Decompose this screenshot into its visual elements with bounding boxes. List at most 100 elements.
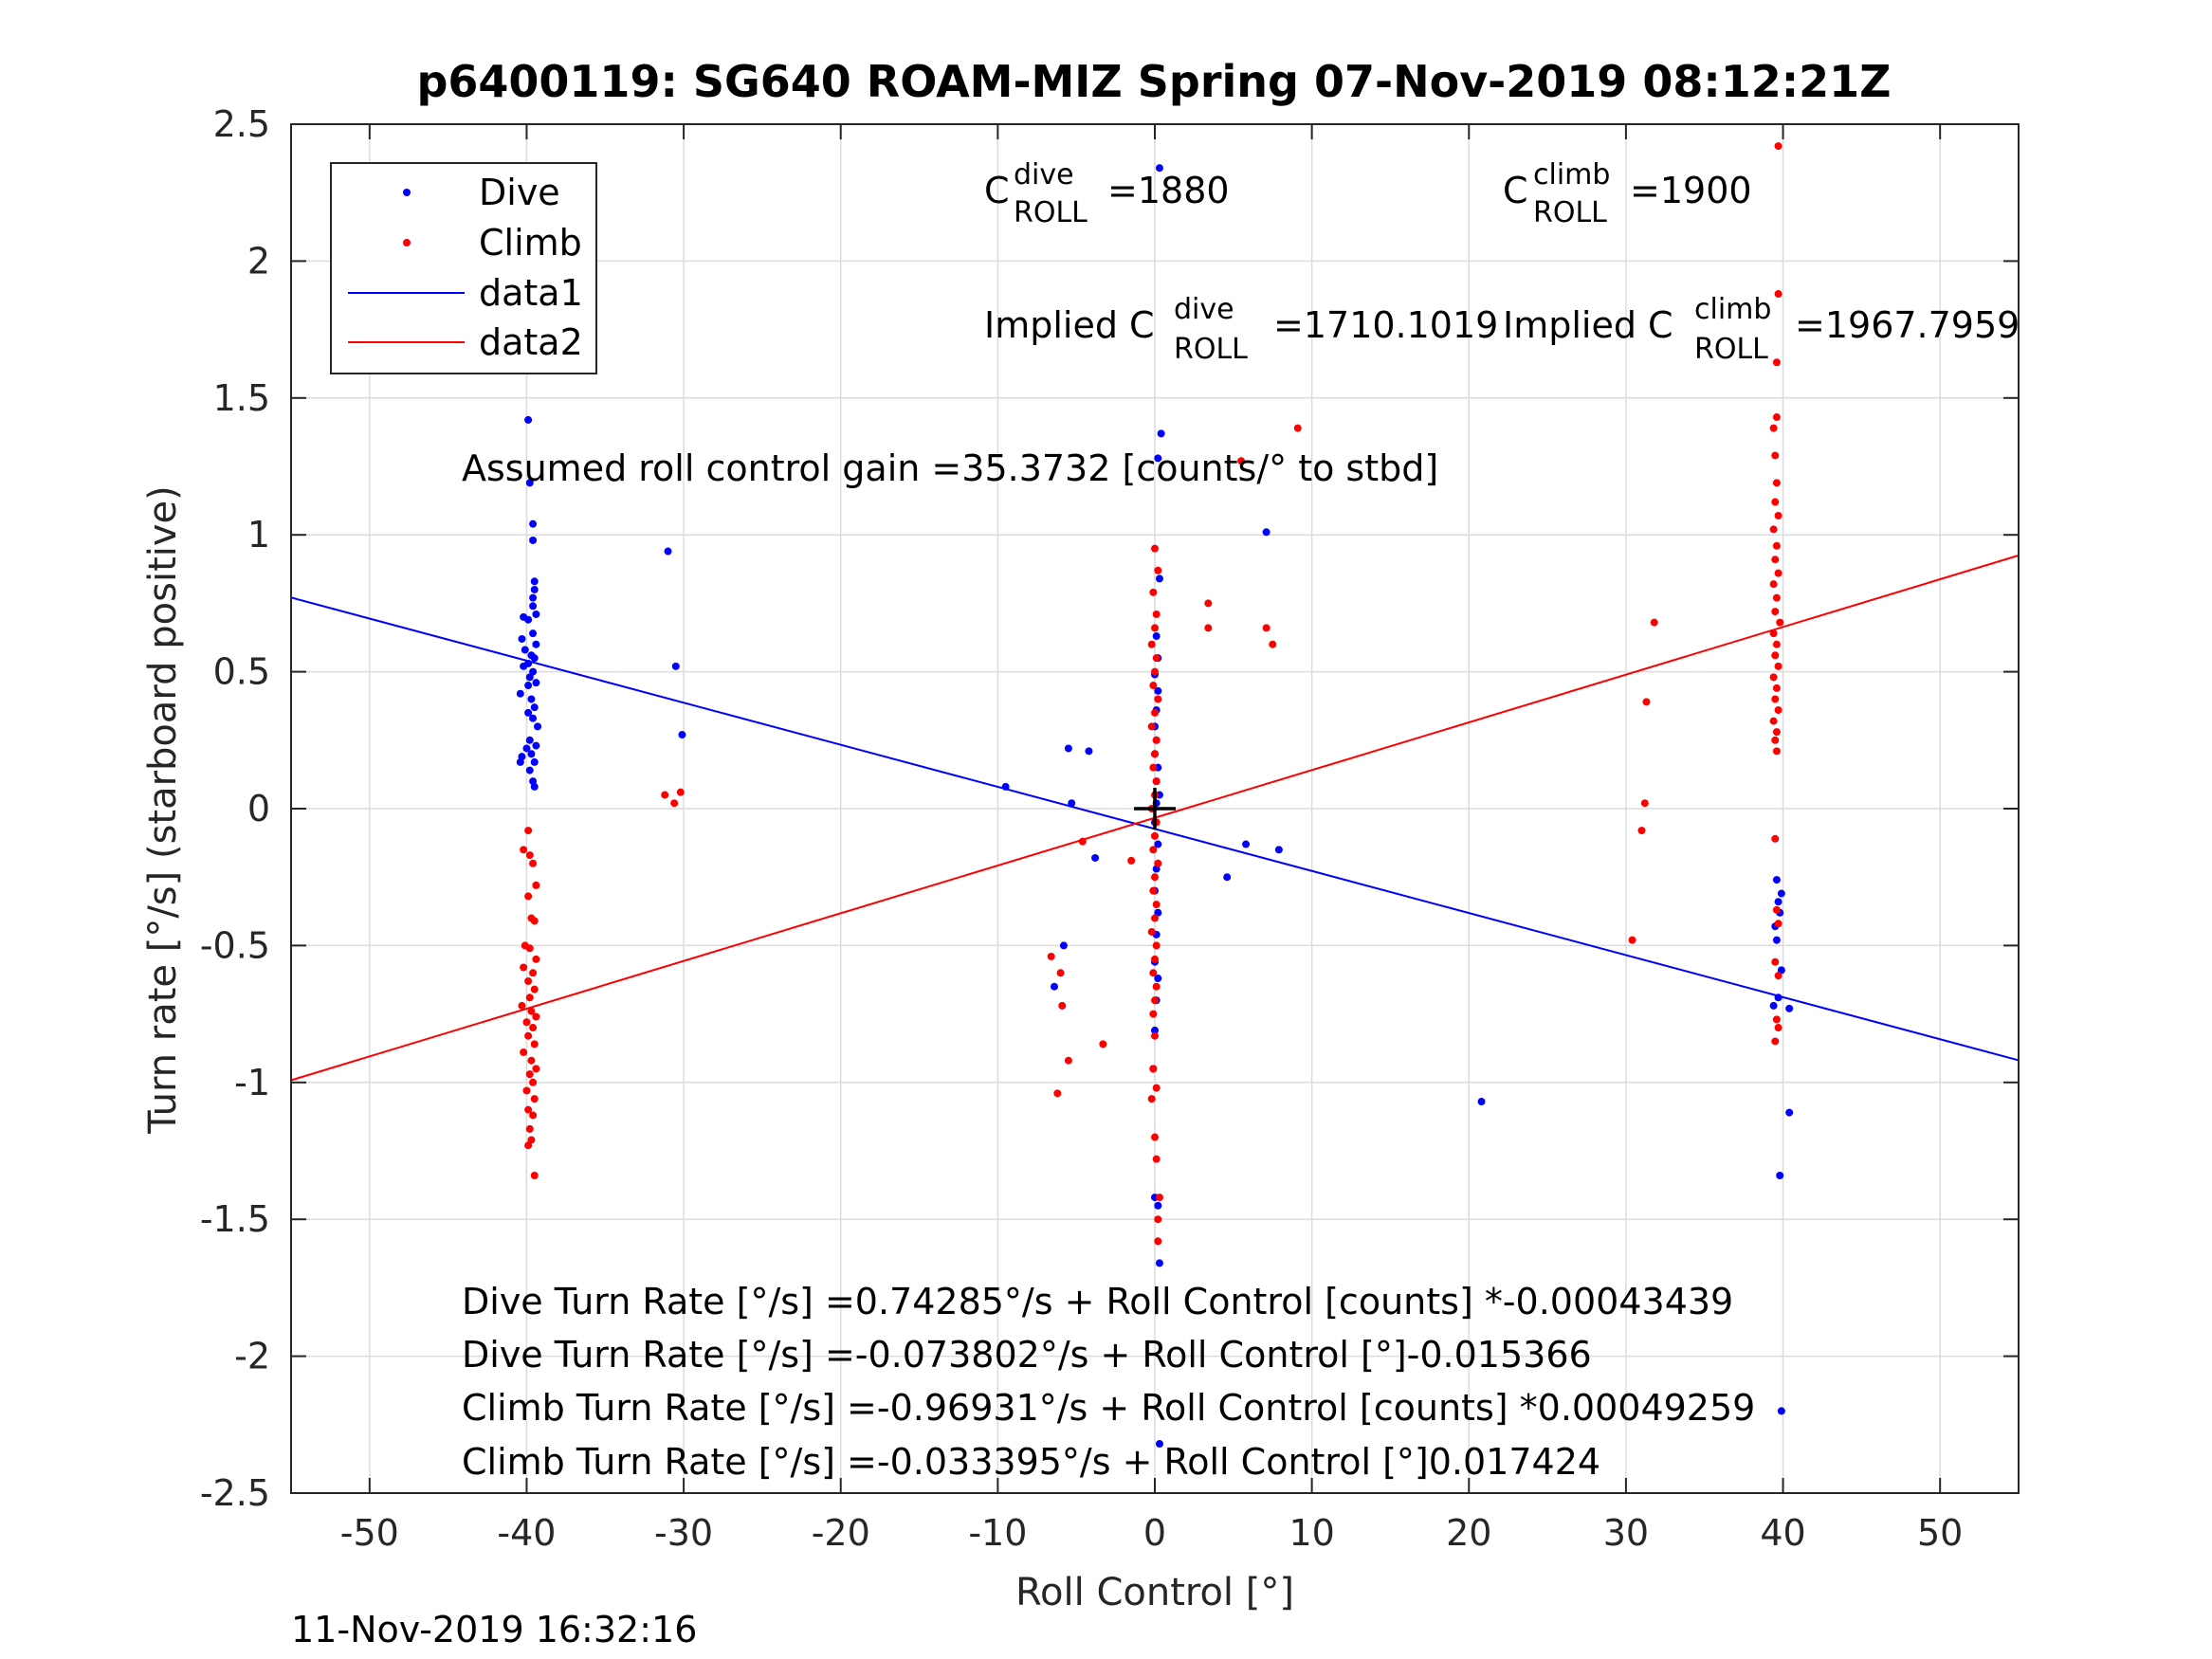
point-climb — [1774, 1024, 1782, 1032]
point-climb — [525, 994, 534, 1002]
point-climb — [1151, 667, 1159, 676]
implied-dive-sub: ROLL — [1174, 333, 1248, 366]
point-dive — [1068, 799, 1076, 808]
point-climb — [1149, 682, 1158, 690]
point-dive — [529, 714, 538, 722]
point-dive — [530, 757, 539, 766]
c-roll-dive-sup: dive — [1014, 158, 1074, 191]
point-dive — [529, 520, 538, 528]
point-dive — [1154, 975, 1162, 983]
point-climb — [1151, 1031, 1159, 1040]
point-dive — [534, 722, 542, 731]
point-dive — [1154, 454, 1162, 463]
point-climb — [1776, 618, 1784, 627]
point-climb — [1147, 722, 1156, 731]
x-tick-label: -40 — [497, 1512, 556, 1554]
point-climb — [1204, 624, 1213, 632]
point-climb — [524, 892, 533, 901]
point-dive — [1001, 782, 1010, 791]
point-dive — [1769, 1001, 1778, 1010]
y-tick-label: 1.5 — [213, 377, 270, 419]
point-climb — [1771, 498, 1780, 506]
point-climb — [1772, 640, 1781, 648]
point-climb — [1774, 920, 1782, 928]
point-climb — [1149, 588, 1158, 596]
point-climb — [1151, 914, 1159, 922]
point-dive — [530, 585, 539, 593]
point-dive — [524, 682, 533, 690]
point-dive — [1154, 840, 1162, 848]
axis-ticks: -50 -40 -30 -20 -10 0 10 20 30 40 50-2.5-2-1.5-1-0… — [200, 103, 2019, 1554]
point-climb — [522, 1086, 531, 1095]
point-dive — [532, 640, 540, 648]
point-climb — [1769, 424, 1778, 432]
point-climb — [1064, 1056, 1072, 1065]
y-tick-label: -1.5 — [200, 1198, 270, 1240]
point-climb — [1771, 1037, 1780, 1046]
annotation-c-roll-dive: C dive ROLL =1880 — [984, 158, 1230, 229]
point-dive — [530, 654, 539, 663]
c-roll-dive-base: C — [984, 170, 1010, 211]
point-climb — [1628, 936, 1636, 944]
point-dive — [1155, 1259, 1163, 1267]
point-climb — [1771, 556, 1780, 564]
point-climb — [1774, 290, 1782, 299]
point-climb — [530, 917, 539, 925]
point-climb — [1771, 736, 1780, 744]
legend-marker-climb — [403, 239, 411, 246]
annotation-implied-climb: Implied C climb ROLL =1967.7959 — [1503, 293, 2020, 366]
point-climb — [524, 827, 533, 835]
point-climb — [529, 859, 538, 867]
y-tick-label: -1 — [234, 1062, 270, 1103]
point-dive — [529, 602, 538, 611]
point-climb — [520, 846, 528, 854]
point-climb — [529, 969, 538, 977]
point-dive — [1777, 889, 1785, 898]
point-climb — [670, 799, 679, 808]
x-tick-label: 20 — [1446, 1512, 1491, 1554]
point-climb — [1154, 695, 1162, 703]
point-dive — [530, 703, 539, 712]
annotation-c-roll-climb: C climb ROLL =1900 — [1503, 158, 1752, 229]
point-climb — [1149, 763, 1158, 772]
point-dive — [1274, 846, 1283, 854]
point-climb — [1149, 886, 1158, 895]
legend-label-climb: Climb — [479, 222, 582, 264]
point-dive — [1151, 1026, 1159, 1034]
point-dive — [1774, 898, 1782, 906]
point-dive — [529, 536, 538, 544]
point-climb — [532, 955, 540, 963]
point-climb — [1637, 827, 1646, 835]
point-climb — [532, 1065, 540, 1073]
point-dive — [1772, 936, 1781, 944]
point-dive — [532, 610, 540, 618]
x-tick-label: 0 — [1143, 1512, 1166, 1554]
point-climb — [524, 1141, 533, 1150]
point-climb — [1771, 834, 1780, 843]
point-dive — [530, 577, 539, 586]
point-climb — [676, 788, 685, 796]
point-climb — [1772, 479, 1781, 487]
point-climb — [1769, 629, 1778, 638]
legend-box — [330, 162, 597, 374]
point-dive — [527, 750, 536, 758]
point-climb — [1772, 728, 1781, 737]
point-climb — [1149, 846, 1158, 854]
point-climb — [1772, 684, 1781, 692]
point-dive — [1154, 1201, 1162, 1210]
point-climb — [522, 1018, 531, 1027]
point-climb — [530, 1171, 539, 1179]
point-dive — [1091, 853, 1100, 862]
point-climb — [1771, 608, 1780, 616]
c-roll-climb-base: C — [1503, 170, 1528, 211]
point-dive — [1155, 1440, 1163, 1449]
point-climb — [1152, 941, 1161, 950]
annotation-roll-gain: Assumed roll control gain =35.3732 [coun… — [462, 447, 1438, 489]
point-climb — [524, 1105, 533, 1114]
point-climb — [1154, 859, 1162, 867]
point-climb — [1774, 706, 1782, 715]
point-dive — [1059, 941, 1068, 950]
point-climb — [529, 1078, 538, 1086]
point-climb — [1642, 698, 1651, 706]
x-tick-label: 50 — [1917, 1512, 1963, 1554]
